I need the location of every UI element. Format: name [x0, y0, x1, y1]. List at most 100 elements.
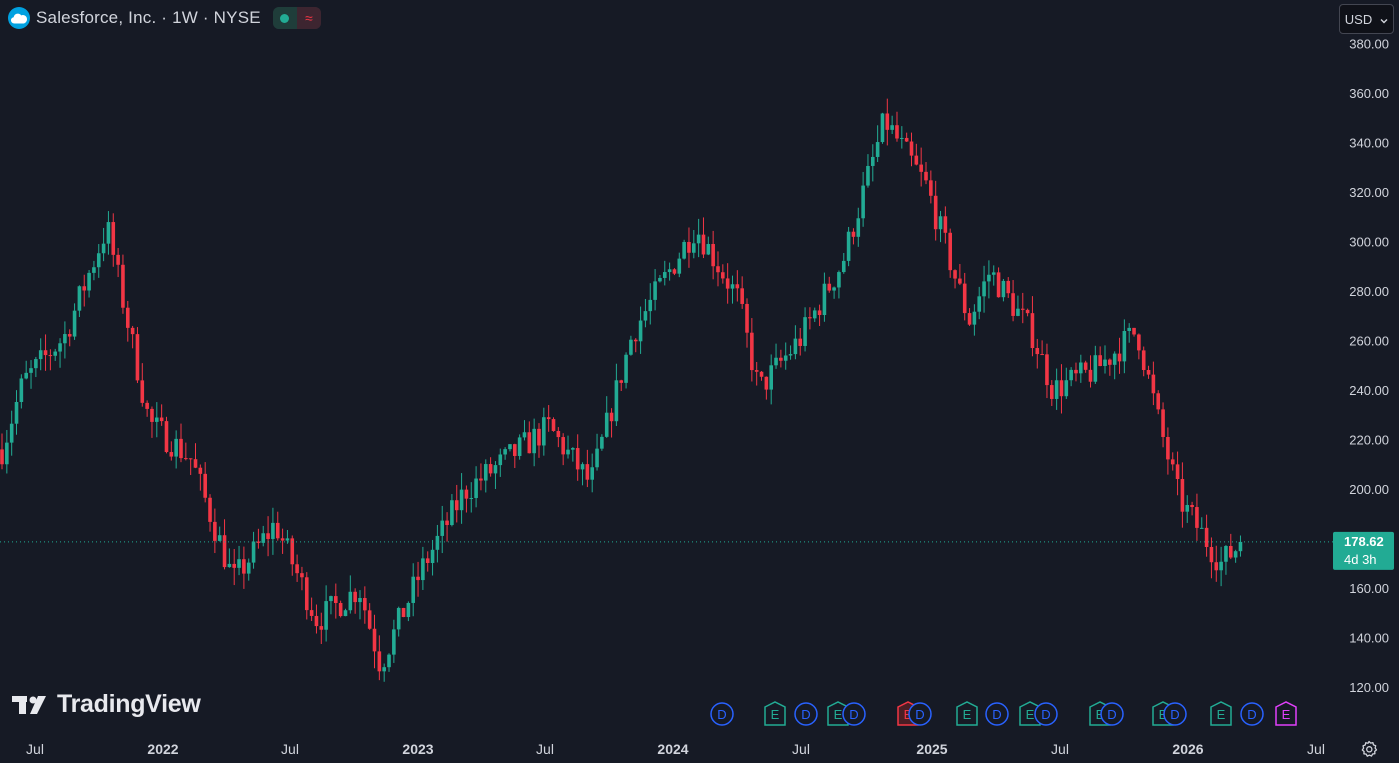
candle: [256, 528, 261, 549]
candle: [425, 551, 430, 572]
dividend-marker[interactable]: D: [842, 702, 866, 726]
candle: [179, 423, 183, 463]
candle: [909, 132, 914, 167]
candle: [1127, 323, 1131, 343]
candle: [1020, 292, 1025, 324]
candle: [498, 448, 503, 477]
candle: [982, 265, 986, 313]
candle: [188, 458, 193, 475]
candle: [561, 433, 565, 466]
tradingview-logo[interactable]: TradingView: [12, 690, 201, 719]
candle: [464, 485, 469, 513]
svg-text:D: D: [801, 707, 810, 722]
candle: [609, 408, 614, 438]
earnings-marker[interactable]: E: [1275, 701, 1297, 726]
dividend-marker[interactable]: D: [985, 702, 1009, 726]
candle: [242, 546, 246, 589]
time-tick-label: 2026: [1172, 741, 1203, 757]
candle: [730, 275, 735, 304]
candle: [140, 363, 145, 407]
candle: [145, 400, 149, 417]
dividend-marker[interactable]: D: [1100, 702, 1124, 726]
candle: [537, 423, 541, 458]
candle: [329, 595, 333, 615]
candle: [677, 252, 682, 278]
dividend-marker[interactable]: D: [908, 702, 932, 726]
dividend-marker[interactable]: D: [1163, 702, 1187, 726]
dividend-marker[interactable]: D: [1240, 702, 1264, 726]
candle: [14, 390, 19, 435]
candle: [1233, 549, 1238, 563]
chevron-down-icon: [1380, 12, 1388, 27]
candle: [9, 410, 14, 456]
dividend-marker[interactable]: D: [794, 702, 818, 726]
tradingview-mark-icon: [12, 695, 46, 714]
candle: [808, 307, 812, 330]
candle: [1045, 343, 1049, 399]
candle: [779, 349, 783, 368]
candle: [324, 585, 328, 642]
candle: [991, 265, 996, 286]
candle: [82, 274, 87, 307]
price-tick-label: 240.00: [1349, 383, 1389, 398]
time-tick-label: Jul: [1051, 741, 1069, 757]
candle: [658, 274, 662, 283]
earnings-marker[interactable]: E: [764, 701, 786, 726]
last-price-badge: 178.62 4d 3h: [1333, 531, 1394, 570]
dividend-marker[interactable]: D: [710, 702, 734, 726]
price-tick-label: 200.00: [1349, 482, 1389, 497]
candle: [435, 524, 440, 563]
candle: [401, 607, 406, 618]
candle: [629, 335, 633, 356]
price-tick-label: 320.00: [1349, 185, 1389, 200]
candle: [474, 466, 478, 508]
candle: [938, 210, 943, 243]
candle: [334, 583, 338, 619]
candle: [551, 417, 556, 432]
candle: [595, 433, 599, 471]
candle: [1054, 368, 1059, 410]
candle: [1209, 537, 1214, 579]
price-tick-label: 340.00: [1349, 136, 1389, 151]
candle: [527, 421, 532, 454]
candle: [411, 563, 416, 617]
candle: [285, 529, 290, 544]
candle: [193, 443, 198, 469]
market-status-pill[interactable]: ≈: [272, 7, 321, 29]
candle: [121, 254, 125, 314]
candle: [653, 269, 657, 311]
candle: [38, 338, 43, 371]
candle: [63, 321, 67, 359]
candle: [798, 327, 803, 356]
candle: [513, 443, 517, 468]
chart-settings-icon[interactable]: [1359, 739, 1379, 759]
svg-text:D: D: [915, 707, 924, 722]
svg-text:D: D: [849, 707, 858, 722]
candle: [217, 526, 222, 542]
earnings-marker[interactable]: E: [1210, 701, 1232, 726]
candle: [619, 379, 624, 392]
svg-text:E: E: [1026, 707, 1035, 722]
candle: [338, 600, 343, 618]
candle: [517, 434, 522, 460]
candle: [1069, 367, 1073, 387]
candle: [367, 603, 372, 630]
candle: [353, 588, 357, 614]
candle: [716, 251, 720, 287]
currency-select[interactable]: USD: [1339, 4, 1394, 34]
time-axis: Jul 2022 Jul 2023 Jul 2024 Jul 2025 Jul 2026 Jul: [26, 741, 1325, 757]
dividend-marker[interactable]: D: [1034, 702, 1058, 726]
candle: [604, 396, 609, 438]
price-tick-label: 360.00: [1349, 86, 1389, 101]
candle: [5, 429, 9, 474]
svg-text:E: E: [1282, 707, 1291, 722]
earnings-marker[interactable]: E: [956, 701, 978, 726]
candle: [977, 286, 982, 320]
candle: [740, 276, 744, 309]
candle: [24, 360, 28, 380]
candle: [1141, 346, 1146, 377]
symbol-title[interactable]: Salesforce, Inc. · 1W · NYSE: [36, 8, 261, 27]
candle: [503, 447, 507, 460]
candle: [643, 298, 648, 328]
